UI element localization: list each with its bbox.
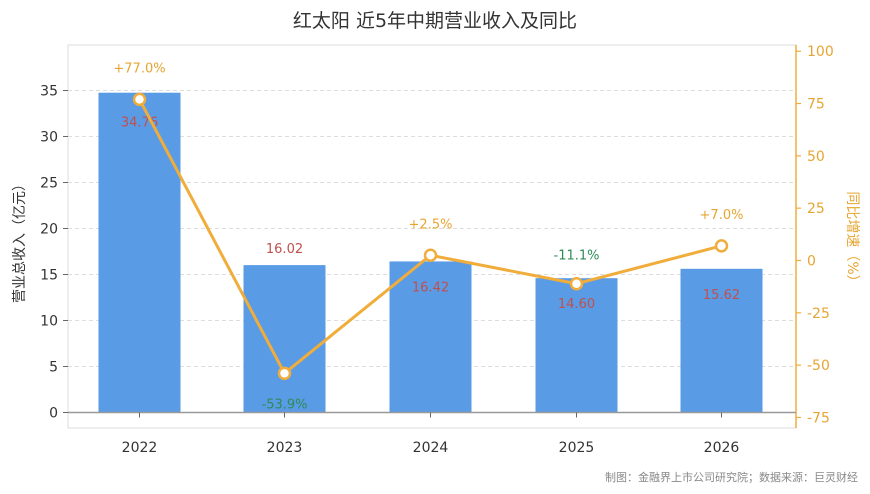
y-axis-label-right: 同比增速（%） xyxy=(844,191,860,288)
left-tick-label-0: 0 xyxy=(49,406,58,422)
growth-label-2022: +77.0% xyxy=(113,61,165,76)
growth-labels: +77.0% -53.9% +2.5% -11.1% +7.0% xyxy=(113,61,743,412)
x-tick-label-2026: 2026 xyxy=(704,440,740,456)
right-tick-label-100: 100 xyxy=(807,44,834,60)
right-tick-label--75: -75 xyxy=(807,410,830,426)
growth-label-2024: +2.5% xyxy=(409,217,453,232)
chart-title: 红太阳 近5年中期营业收入及同比 xyxy=(293,10,577,32)
right-tick-label-75: 75 xyxy=(807,97,825,113)
growth-point-2024 xyxy=(423,248,438,263)
growth-point-2025 xyxy=(569,276,584,291)
right-tick-label-25: 25 xyxy=(807,201,825,217)
bar-label-2023: 16.02 xyxy=(266,242,303,257)
growth-label-2025: -11.1% xyxy=(554,249,600,264)
right-tick-label-0: 0 xyxy=(807,254,816,270)
growth-label-2023: -53.9% xyxy=(262,397,308,412)
growth-point-2022 xyxy=(132,92,147,107)
left-tick-label-35: 35 xyxy=(40,84,58,100)
x-tick-label-2024: 2024 xyxy=(413,440,449,456)
left-tick-label-10: 10 xyxy=(40,314,58,330)
bar-2025 xyxy=(535,278,618,413)
bar-2026 xyxy=(680,268,763,413)
x-tick-label-2023: 2023 xyxy=(267,440,303,456)
y-axis-label-left: 营业总收入（亿元） xyxy=(12,177,28,303)
right-tick-label--25: -25 xyxy=(807,306,830,322)
left-tick-label-15: 15 xyxy=(40,268,58,284)
right-tick-label-50: 50 xyxy=(807,149,825,165)
left-tick-label-25: 25 xyxy=(40,176,58,192)
x-tick-label-2022: 2022 xyxy=(122,440,158,456)
source-note: 制图：金融界上市公司研究院；数据来源：巨灵财经 xyxy=(605,470,858,484)
right-tick-label--50: -50 xyxy=(807,358,830,374)
bars xyxy=(98,92,763,413)
bar-label-2025: 14.60 xyxy=(558,297,595,312)
growth-point-2026 xyxy=(714,239,729,253)
x-axis-ticks: 2022 2023 2024 2025 2026 xyxy=(122,412,740,456)
left-tick-label-30: 30 xyxy=(40,130,58,146)
left-tick-label-20: 20 xyxy=(40,222,58,238)
left-tick-label-5: 5 xyxy=(49,360,58,376)
growth-label-2026: +7.0% xyxy=(700,208,744,223)
bar-2024 xyxy=(389,261,472,413)
right-axis-ticks: -75 -50 -25 0 25 50 75 100 xyxy=(796,44,834,426)
bar-2023 xyxy=(243,265,326,413)
bar-label-2024: 16.42 xyxy=(412,280,449,295)
left-axis-ticks: 0 5 10 15 20 25 30 35 xyxy=(40,84,68,422)
growth-points xyxy=(132,92,729,381)
bar-label-2026: 15.62 xyxy=(703,288,740,303)
x-tick-label-2025: 2025 xyxy=(559,440,595,456)
growth-point-2023 xyxy=(277,366,292,381)
bar-2022 xyxy=(98,92,181,413)
